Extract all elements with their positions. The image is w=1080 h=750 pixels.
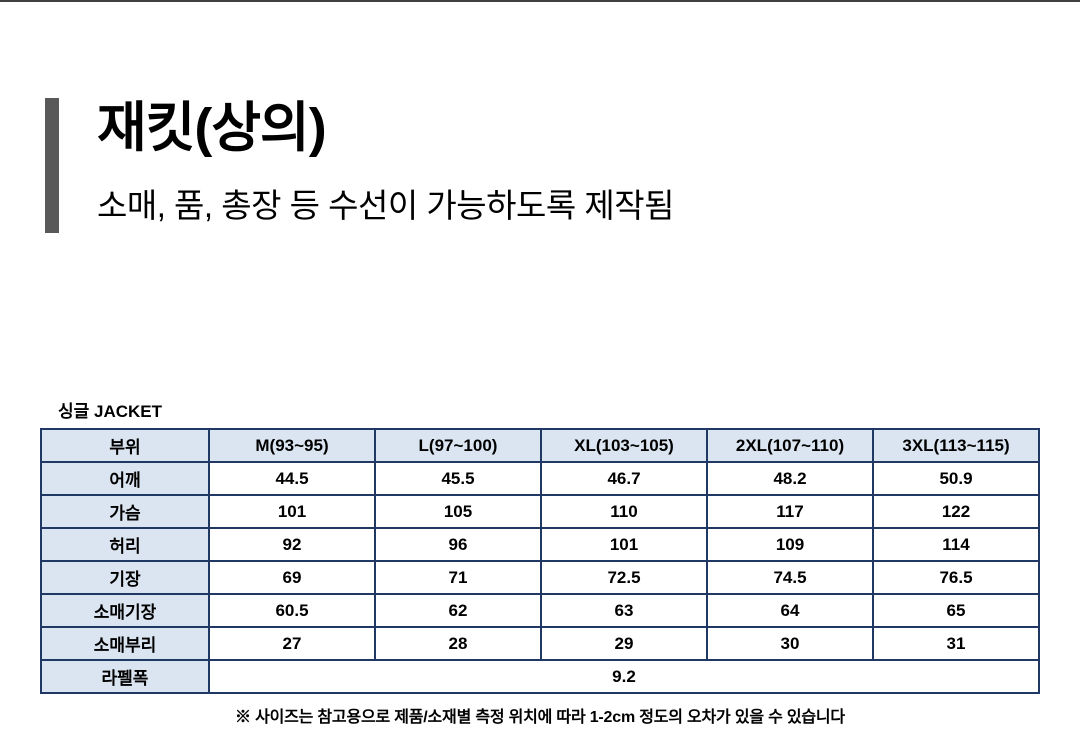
row-label: 어깨 — [40, 461, 210, 496]
value-cell: 71 — [374, 560, 542, 595]
value-cell: 65 — [872, 593, 1040, 628]
title-accent-bar — [45, 98, 59, 233]
value-cell: 50.9 — [872, 461, 1040, 496]
row-label: 가슴 — [40, 494, 210, 529]
value-cell: 28 — [374, 626, 542, 661]
table-caption: 싱글 JACKET — [58, 402, 163, 421]
value-cell: 45.5 — [374, 461, 542, 496]
title-texts: 재킷(상의) 소매, 품, 총장 등 수선이 가능하도록 제작됨 — [97, 98, 674, 233]
value-cell: 62 — [374, 593, 542, 628]
header-cell: M(93~95) — [208, 428, 376, 463]
value-cell-span: 9.2 — [208, 659, 1040, 694]
value-cell: 109 — [706, 527, 874, 562]
value-cell: 29 — [540, 626, 708, 661]
size-table: 부위 M(93~95) L(97~100) XL(103~105) 2XL(10… — [40, 428, 1040, 694]
value-cell: 27 — [208, 626, 376, 661]
value-cell: 48.2 — [706, 461, 874, 496]
value-cell: 122 — [872, 494, 1040, 529]
value-cell: 110 — [540, 494, 708, 529]
value-cell: 69 — [208, 560, 376, 595]
table-row: 소매기장 60.5 62 63 64 65 — [40, 593, 1040, 628]
value-cell: 60.5 — [208, 593, 376, 628]
table-row: 소매부리 27 28 29 30 31 — [40, 626, 1040, 661]
header-row: 부위 M(93~95) L(97~100) XL(103~105) 2XL(10… — [40, 428, 1040, 463]
header-cell: 2XL(107~110) — [706, 428, 874, 463]
header-cell: 3XL(113~115) — [872, 428, 1040, 463]
value-cell: 117 — [706, 494, 874, 529]
table-row: 어깨 44.5 45.5 46.7 48.2 50.9 — [40, 461, 1040, 496]
row-label: 라펠폭 — [40, 659, 210, 694]
value-cell: 105 — [374, 494, 542, 529]
table-row: 허리 92 96 101 109 114 — [40, 527, 1040, 562]
table-row-span: 라펠폭 9.2 — [40, 659, 1040, 694]
page-title: 재킷(상의) — [97, 98, 327, 158]
value-cell: 114 — [872, 527, 1040, 562]
value-cell: 101 — [540, 527, 708, 562]
row-label: 기장 — [40, 560, 210, 595]
row-label: 허리 — [40, 527, 210, 562]
value-cell: 63 — [540, 593, 708, 628]
value-cell: 74.5 — [706, 560, 874, 595]
page-subtitle: 소매, 품, 총장 등 수선이 가능하도록 제작됨 — [97, 186, 674, 224]
value-cell: 44.5 — [208, 461, 376, 496]
header-cell: 부위 — [40, 428, 210, 463]
value-cell: 101 — [208, 494, 376, 529]
value-cell: 96 — [374, 527, 542, 562]
size-table-section: 싱글 JACKET 부위 M(93~95) L(97~100) XL(103~1… — [40, 397, 1040, 727]
value-cell: 31 — [872, 626, 1040, 661]
row-label: 소매부리 — [40, 626, 210, 661]
size-footnote: ※ 사이즈는 참고용으로 제품/소재별 측정 위치에 따라 1-2cm 정도의 … — [235, 709, 845, 726]
table-row: 가슴 101 105 110 117 122 — [40, 494, 1040, 529]
row-label: 소매기장 — [40, 593, 210, 628]
value-cell: 46.7 — [540, 461, 708, 496]
value-cell: 64 — [706, 593, 874, 628]
header-cell: XL(103~105) — [540, 428, 708, 463]
header-cell: L(97~100) — [374, 428, 542, 463]
title-block: 재킷(상의) 소매, 품, 총장 등 수선이 가능하도록 제작됨 — [45, 98, 674, 233]
value-cell: 72.5 — [540, 560, 708, 595]
value-cell: 76.5 — [872, 560, 1040, 595]
value-cell: 30 — [706, 626, 874, 661]
table-row: 기장 69 71 72.5 74.5 76.5 — [40, 560, 1040, 595]
value-cell: 92 — [208, 527, 376, 562]
